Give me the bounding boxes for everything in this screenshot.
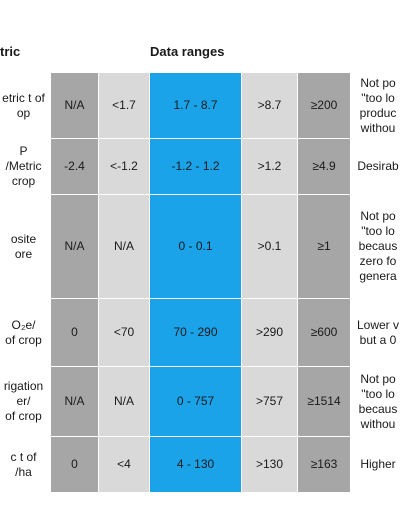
range-cell: 4 - 130 [149, 436, 242, 493]
range-cell: N/A [50, 366, 99, 437]
table-header: tric Data ranges [0, 0, 400, 72]
note-text: Lower v [356, 317, 400, 332]
note-text: becaus [358, 239, 398, 253]
range-cell: N/A [50, 72, 99, 139]
note-cell: Not po "too lo becaus withou [350, 366, 400, 437]
range-cell: ≥1 [297, 194, 351, 299]
note-cell: Higher [350, 436, 400, 493]
metric-text: /Metric [5, 159, 42, 173]
note-text: becaus [358, 401, 398, 416]
note-cell: Lower v but a 0 [350, 298, 400, 367]
note-text: Higher [360, 457, 396, 471]
range-cell: 1.7 - 8.7 [149, 72, 242, 139]
metric-text: rigation [3, 379, 44, 393]
metric-text: of crop [5, 409, 42, 423]
data-ranges-table: etric t of op N/A <1.7 1.7 - 8.7 >8.7 ≥200 Not … [0, 72, 400, 493]
metric-text: P [19, 144, 28, 158]
range-cell: <-1.2 [98, 138, 150, 195]
note-text: Desirab [357, 159, 399, 173]
metric-text: of crop [5, 332, 42, 347]
metric-text: ore [14, 246, 33, 261]
table-row: rigation er/of crop N/A N/A 0 - 757 >757 ≥1514… [0, 366, 400, 437]
range-cell: 0 [50, 298, 99, 367]
metric-cell: O₂e/of crop [0, 298, 51, 367]
table-row: osite ore N/A N/A 0 - 0.1 >0.1 ≥1 Not po "too lo… [0, 194, 400, 299]
range-cell: 0 [50, 436, 99, 493]
metric-cell: rigation er/of crop [0, 366, 51, 437]
range-cell: N/A [50, 194, 99, 299]
metric-cell: c t of/ha [0, 436, 51, 493]
metric-text: etric t of [2, 90, 45, 105]
metric-cell: etric t of op [0, 72, 51, 139]
range-cell: -1.2 - 1.2 [149, 138, 242, 195]
note-cell: Desirab [350, 138, 400, 195]
range-cell: -2.4 [50, 138, 99, 195]
range-cell: N/A [98, 194, 150, 299]
metric-cell: P/Metric crop [0, 138, 51, 195]
range-cell: ≥1514 [297, 366, 351, 437]
metric-text: /ha [15, 464, 32, 479]
table-row: O₂e/of crop 0 <70 70 - 290 >290 ≥600 Lower v bu… [0, 298, 400, 367]
note-text: produc [359, 105, 397, 120]
metric-text: c t of [10, 449, 37, 464]
range-cell: >130 [241, 436, 298, 493]
range-cell: ≥4.9 [297, 138, 351, 195]
range-cell: ≥200 [297, 72, 351, 139]
note-text: "too lo [361, 224, 395, 238]
table-row: c t of/ha 0 <4 4 - 130 >130 ≥163 Higher [0, 436, 400, 493]
range-cell: >0.1 [241, 194, 298, 299]
note-text: "too lo [361, 90, 395, 105]
metric-column-header: tric [0, 44, 21, 59]
range-cell: <70 [98, 298, 150, 367]
note-text: withou [360, 120, 396, 135]
metric-text: O₂e/ [11, 317, 36, 332]
note-text: genera [359, 269, 397, 283]
range-cell: ≥600 [297, 298, 351, 367]
range-cell: >8.7 [241, 72, 298, 139]
range-cell: 0 - 0.1 [149, 194, 242, 299]
table-row: etric t of op N/A <1.7 1.7 - 8.7 >8.7 ≥200 Not … [0, 72, 400, 139]
metric-text: osite [10, 231, 37, 246]
range-cell: N/A [98, 366, 150, 437]
range-cell: <4 [98, 436, 150, 493]
note-text: but a 0 [359, 332, 397, 347]
metric-cell: osite ore [0, 194, 51, 299]
range-cell: >1.2 [241, 138, 298, 195]
data-ranges-header: Data ranges [150, 44, 225, 59]
note-cell: Not po "too lo becaus zero fo genera [350, 194, 400, 299]
metric-text: op [16, 105, 31, 120]
range-cell: 0 - 757 [149, 366, 242, 437]
note-text: Not po [360, 75, 396, 90]
metric-text: er/ [16, 394, 31, 408]
note-text: Not po [360, 371, 396, 386]
note-cell: Not po "too lo produc withou [350, 72, 400, 139]
note-text: Not po [360, 209, 396, 223]
range-cell: 70 - 290 [149, 298, 242, 367]
range-cell: ≥163 [297, 436, 351, 493]
note-text: withou [360, 416, 396, 431]
range-cell: >757 [241, 366, 298, 437]
note-text: "too lo [361, 386, 395, 401]
note-text: zero fo [359, 254, 397, 268]
metric-text: crop [11, 174, 36, 188]
range-cell: >290 [241, 298, 298, 367]
table-row: P/Metric crop -2.4 <-1.2 -1.2 - 1.2 >1.2 ≥4.9 D… [0, 138, 400, 195]
range-cell: <1.7 [98, 72, 150, 139]
